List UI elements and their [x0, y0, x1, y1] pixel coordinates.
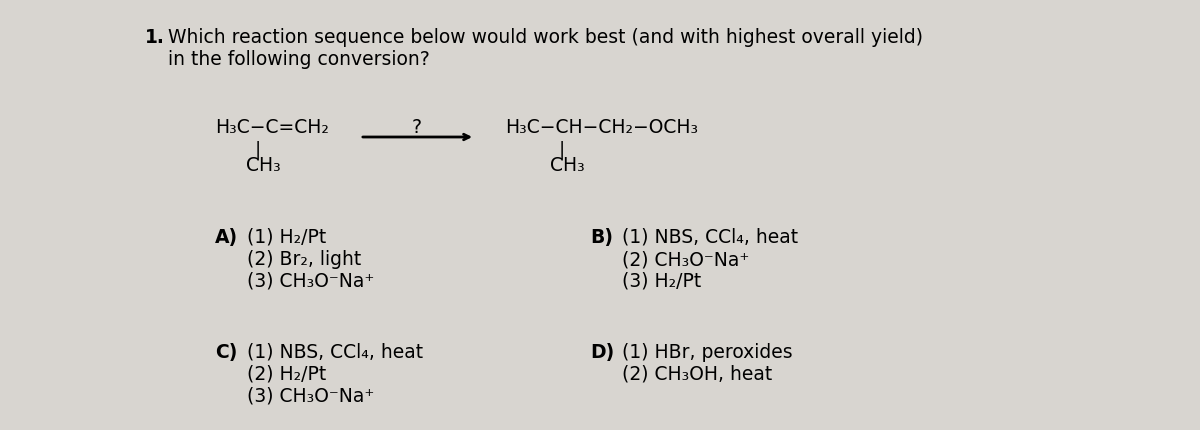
Text: (1) HBr, peroxides: (1) HBr, peroxides: [622, 342, 793, 361]
Text: H₃C−C=CH₂: H₃C−C=CH₂: [215, 118, 329, 137]
Text: ?: ?: [412, 118, 422, 137]
Text: A): A): [215, 227, 238, 246]
Text: (3) CH₃O⁻Na⁺: (3) CH₃O⁻Na⁺: [247, 271, 374, 290]
Text: (1) NBS, CCl₄, heat: (1) NBS, CCl₄, heat: [247, 342, 424, 361]
Text: |: |: [559, 140, 565, 159]
Text: (2) CH₃O⁻Na⁺: (2) CH₃O⁻Na⁺: [622, 249, 749, 268]
Text: D): D): [590, 342, 614, 361]
Text: H₃C−CH−CH₂−OCH₃: H₃C−CH−CH₂−OCH₃: [505, 118, 698, 137]
Text: (2) H₂/Pt: (2) H₂/Pt: [247, 364, 326, 383]
Text: C): C): [215, 342, 238, 361]
Text: B): B): [590, 227, 613, 246]
Text: (1) NBS, CCl₄, heat: (1) NBS, CCl₄, heat: [622, 227, 798, 246]
Text: 1.: 1.: [145, 28, 164, 47]
Text: (3) CH₃O⁻Na⁺: (3) CH₃O⁻Na⁺: [247, 386, 374, 405]
Text: CH₃: CH₃: [550, 156, 584, 175]
Text: (2) Br₂, light: (2) Br₂, light: [247, 249, 361, 268]
Text: |: |: [254, 140, 262, 159]
Text: in the following conversion?: in the following conversion?: [168, 50, 430, 69]
Text: (2) CH₃OH, heat: (2) CH₃OH, heat: [622, 364, 773, 383]
Text: (3) H₂/Pt: (3) H₂/Pt: [622, 271, 701, 290]
Text: Which reaction sequence below would work best (and with highest overall yield): Which reaction sequence below would work…: [168, 28, 923, 47]
Text: CH₃: CH₃: [246, 156, 281, 175]
Text: (1) H₂/Pt: (1) H₂/Pt: [247, 227, 326, 246]
